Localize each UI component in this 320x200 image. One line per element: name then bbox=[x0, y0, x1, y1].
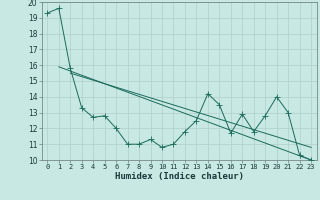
X-axis label: Humidex (Indice chaleur): Humidex (Indice chaleur) bbox=[115, 172, 244, 181]
